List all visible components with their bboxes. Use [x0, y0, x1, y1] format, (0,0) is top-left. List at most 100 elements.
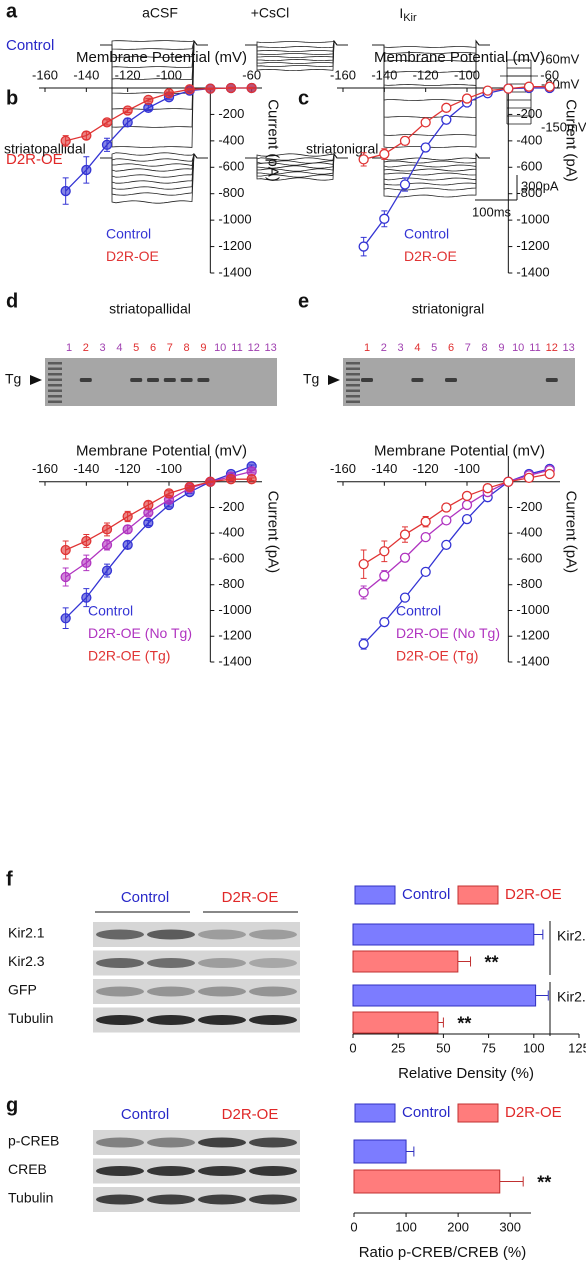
blot-band: [198, 929, 246, 940]
lane-label: 2: [381, 342, 387, 354]
marker: [461, 490, 473, 502]
marker: [101, 565, 113, 576]
trace: [245, 39, 348, 58]
blot-band: [249, 1194, 297, 1205]
x-tick-label: -100: [156, 461, 182, 476]
legend-entry: Control: [402, 1104, 450, 1121]
marker: [358, 559, 369, 570]
series-line: [65, 470, 252, 578]
y-axis-label: Current (pA): [562, 491, 579, 574]
trace: [372, 152, 490, 198]
bar: [352, 984, 537, 1007]
trace: [100, 152, 208, 196]
blot-band: [198, 1015, 246, 1025]
trace: [245, 153, 348, 159]
x-tick-label: -100: [454, 461, 480, 476]
trace: [372, 152, 490, 186]
protocol-label: -150mV: [541, 119, 586, 134]
trace: [100, 39, 208, 68]
blot-band: [96, 958, 144, 968]
blot-row-label: Tubulin: [8, 1190, 53, 1206]
marker: [523, 472, 535, 484]
y-axis-label: Current (pA): [264, 491, 281, 574]
blot-band: [249, 1137, 297, 1148]
marker: [122, 105, 133, 116]
x-tick-label: -160: [32, 461, 58, 476]
panel-label: e: [298, 290, 309, 312]
lane-label: 13: [264, 342, 276, 354]
marker: [143, 499, 154, 511]
group-label: D2R-OE: [222, 1106, 279, 1123]
marker: [358, 638, 369, 650]
marker: [441, 102, 452, 113]
trace: [372, 152, 490, 176]
legend-entry: D2R-OE: [404, 248, 457, 264]
gel-marker: Tg: [303, 371, 319, 387]
gel-band: [180, 378, 193, 382]
y-tick-label: -800: [218, 576, 244, 591]
x-tick-label: -140: [371, 461, 397, 476]
lane-label: 2: [83, 342, 89, 354]
marker: [122, 117, 133, 128]
trace: [100, 39, 208, 110]
blot-band: [198, 1166, 246, 1176]
gel: [45, 358, 277, 406]
blot-band: [96, 929, 144, 940]
lane-label: 3: [100, 342, 106, 354]
series-line: [65, 478, 252, 551]
trace: [245, 40, 348, 49]
legend-swatch: [354, 885, 396, 905]
marker: [461, 513, 473, 525]
trace: [100, 152, 208, 204]
x-tick-label: -160: [330, 67, 356, 82]
arrow: [30, 375, 42, 385]
x-tick-label: -120: [115, 67, 141, 82]
marker: [246, 474, 257, 485]
marker: [143, 517, 154, 529]
ikir-base: I: [399, 5, 403, 21]
lane-label: 11: [231, 342, 242, 354]
legend-swatch: [457, 885, 499, 905]
blot-band: [147, 1194, 195, 1205]
x-tick-label: -140: [371, 67, 397, 82]
error-bar: [535, 990, 549, 1001]
trace: [372, 152, 490, 164]
ladder-band: [48, 373, 62, 376]
marker: [163, 488, 175, 499]
panel-label: a: [6, 0, 18, 22]
marker: [399, 552, 411, 563]
trace: [245, 152, 348, 172]
marker: [420, 117, 431, 128]
y-tick-label: -600: [516, 159, 542, 174]
legend-entry: D2R-OE (Tg): [88, 648, 170, 664]
marker: [441, 114, 452, 125]
blot-band: [96, 1015, 144, 1025]
marker: [81, 164, 92, 176]
lane-label: 10: [512, 342, 524, 354]
legend-entry: Control: [402, 886, 450, 903]
x-tick-label: 200: [447, 1219, 469, 1234]
x-tick-label: 25: [391, 1040, 405, 1055]
lane-label: 7: [465, 342, 471, 354]
blot-row-label: p-CREB: [8, 1133, 59, 1149]
lane-label: 5: [133, 342, 139, 354]
significance: **: [457, 1013, 471, 1033]
marker: [81, 535, 92, 547]
marker: [420, 142, 431, 153]
marker: [379, 546, 390, 557]
y-tick-label: -200: [516, 499, 542, 514]
y-tick-label: -400: [516, 525, 542, 540]
marker: [399, 179, 411, 190]
blot-band: [198, 986, 246, 997]
y-tick-label: -1200: [516, 628, 549, 643]
lane-label: 5: [431, 342, 437, 354]
marker: [399, 529, 411, 540]
lane-label: 1: [364, 342, 370, 354]
x-tick-label: -160: [32, 67, 58, 82]
gel-band: [411, 378, 424, 382]
marker: [441, 515, 452, 526]
gel-title: striatonigral: [412, 301, 484, 317]
lane-label: 8: [184, 342, 190, 354]
arrow: [328, 375, 340, 385]
